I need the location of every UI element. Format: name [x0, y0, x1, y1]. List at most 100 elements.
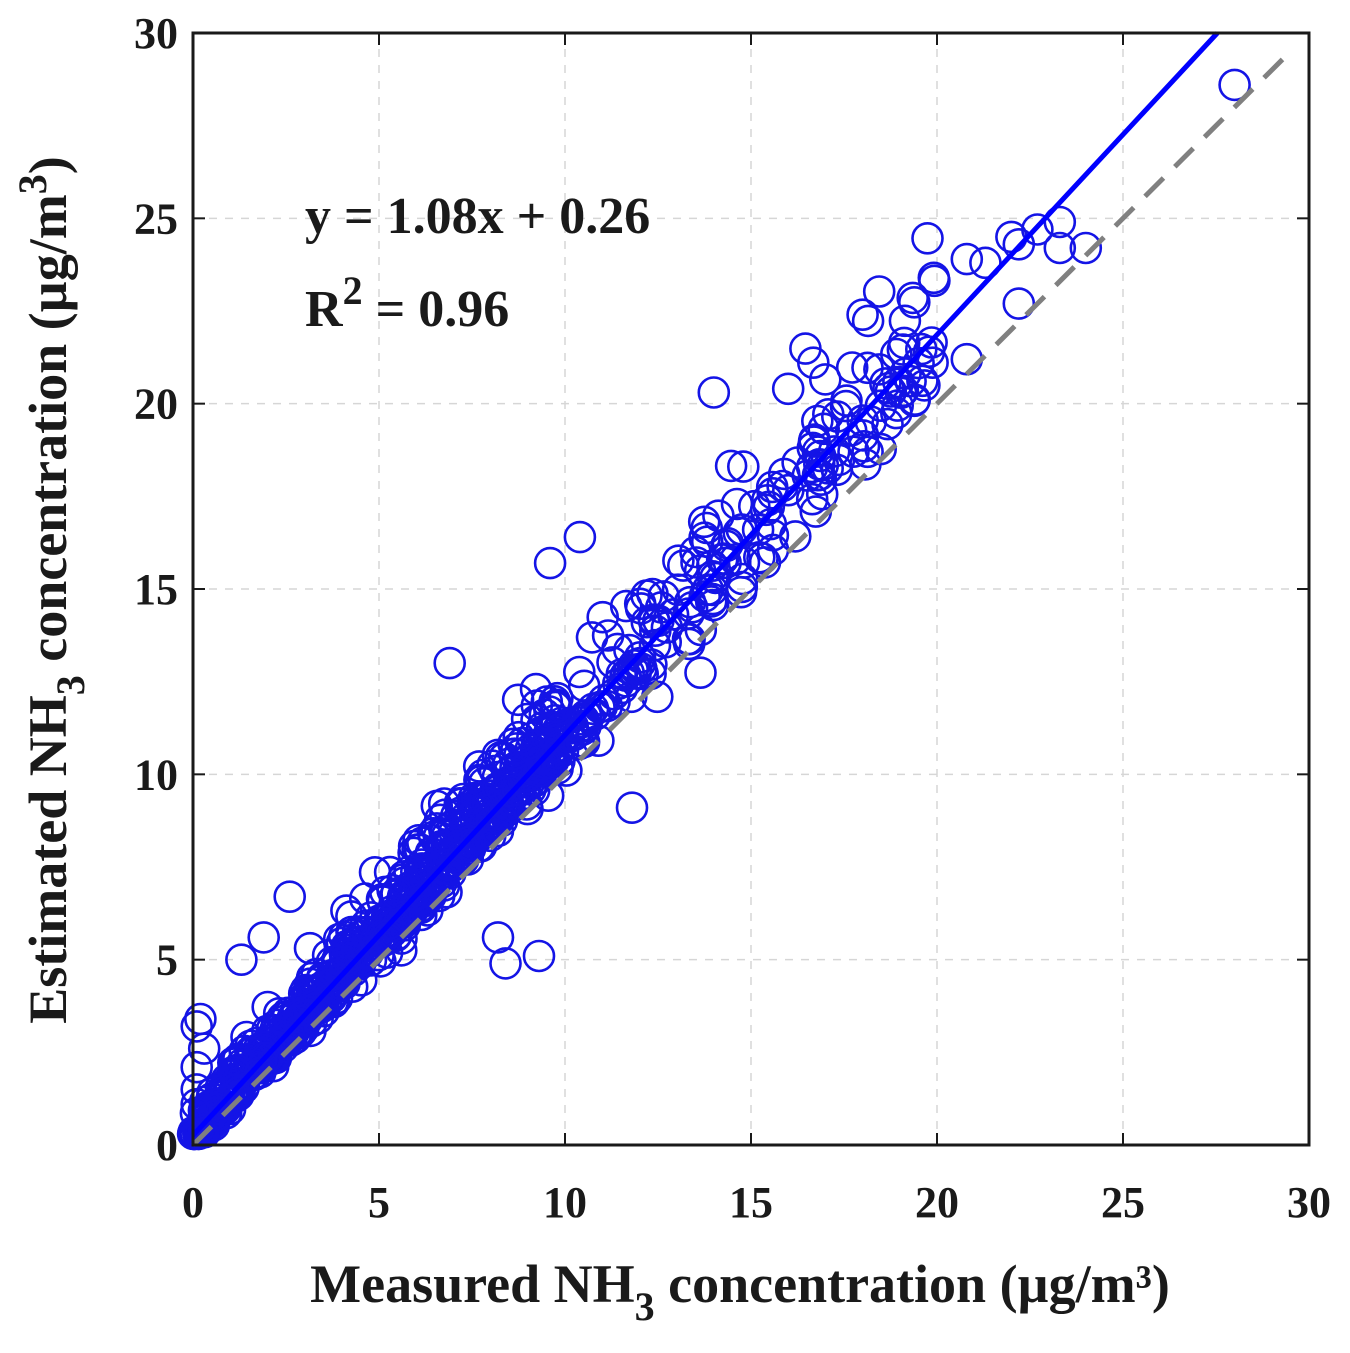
data-point: [401, 833, 434, 866]
y-tick-label: 10: [134, 750, 178, 799]
data-point: [481, 921, 515, 954]
data-point: [851, 304, 885, 338]
data-point: [694, 585, 728, 618]
data-point: [969, 246, 1002, 280]
data-point: [572, 700, 605, 734]
data-point: [502, 720, 536, 754]
data-point: [863, 353, 896, 386]
data-point: [911, 222, 944, 255]
data-point: [684, 656, 717, 690]
y-tick-label: 30: [134, 9, 178, 58]
x-tick-label: 30: [1287, 1178, 1331, 1227]
data-point: [180, 1050, 213, 1084]
data-point: [771, 372, 805, 406]
data-point: [465, 764, 498, 798]
data-point: [563, 520, 597, 554]
data-point: [417, 820, 451, 853]
data-point: [180, 1073, 213, 1106]
data-point: [851, 351, 884, 385]
data-point: [311, 938, 345, 972]
data-point: [1002, 228, 1036, 261]
data-point: [915, 326, 948, 359]
data-point: [650, 611, 684, 644]
data-point: [533, 695, 566, 728]
data-point: [806, 448, 840, 482]
annotation-r2: R2 = 0.96: [305, 268, 509, 338]
data-point: [742, 540, 776, 574]
x-axis-label: Measured NH3 concentration (µg/m³): [310, 1254, 1170, 1329]
one-to-one-line: [191, 57, 1285, 1147]
data-point: [501, 683, 535, 717]
data-point: [531, 779, 565, 813]
data-point: [834, 414, 868, 447]
y-tick-label: 20: [134, 380, 178, 429]
data-point: [335, 937, 369, 971]
data-point: [510, 788, 544, 821]
data-point: [862, 275, 896, 308]
data-point: [623, 640, 657, 674]
annotation-equation: y = 1.08x + 0.26: [305, 188, 650, 245]
data-point: [820, 453, 854, 487]
data-point: [347, 937, 381, 970]
x-tick-label: 20: [915, 1178, 959, 1227]
data-point: [771, 473, 805, 507]
data-point: [220, 1044, 253, 1077]
data-point: [727, 546, 761, 579]
data-point: [522, 754, 556, 788]
data-point: [864, 389, 898, 423]
data-point: [378, 899, 412, 933]
y-tick-label: 15: [134, 565, 178, 614]
data-point: [887, 326, 921, 360]
data-point: [567, 703, 600, 736]
data-point: [180, 1087, 213, 1121]
data-point: [798, 423, 831, 456]
data-point: [807, 412, 841, 446]
y-axis-label: Estimated NH3 concentration (µg/m3): [10, 156, 93, 1024]
data-point: [489, 947, 522, 980]
data-point: [493, 774, 526, 808]
data-point: [795, 482, 829, 516]
data-point: [1069, 231, 1103, 265]
x-tick-label: 5: [368, 1178, 390, 1227]
data-point: [539, 690, 572, 724]
data-point: [230, 1020, 263, 1054]
data-point: [635, 648, 668, 681]
data-point: [371, 907, 405, 941]
data-point: [225, 943, 258, 977]
data-point: [180, 1010, 213, 1043]
data-point: [562, 655, 596, 689]
data-point: [533, 546, 567, 580]
x-tick-label: 10: [543, 1178, 587, 1227]
data-point: [688, 521, 721, 555]
data-point: [647, 580, 681, 613]
data-point: [198, 1099, 232, 1133]
data-point: [795, 450, 829, 484]
data-point: [273, 880, 307, 914]
data-point: [672, 627, 706, 661]
regression-lines: [191, 31, 1285, 1147]
data-point: [846, 298, 879, 332]
data-point: [789, 332, 822, 365]
data-point: [586, 600, 620, 634]
data-point: [500, 732, 533, 765]
data-point: [330, 929, 364, 963]
data-point: [266, 1001, 299, 1035]
data-point: [387, 866, 421, 899]
data-point: [917, 261, 951, 295]
data-point: [714, 449, 748, 483]
data-point: [808, 363, 842, 396]
data-point: [433, 646, 467, 680]
data-point: [864, 432, 898, 466]
data-point: [522, 939, 556, 973]
data-point: [829, 389, 863, 423]
data-point: [1043, 231, 1077, 265]
data-point: [754, 507, 788, 541]
data-point: [300, 957, 333, 991]
data-point: [662, 544, 695, 578]
data-point: [698, 561, 732, 595]
data-point: [835, 351, 869, 384]
x-tick-label: 0: [182, 1178, 204, 1227]
data-point: [871, 407, 904, 441]
data-point: [187, 1032, 221, 1065]
